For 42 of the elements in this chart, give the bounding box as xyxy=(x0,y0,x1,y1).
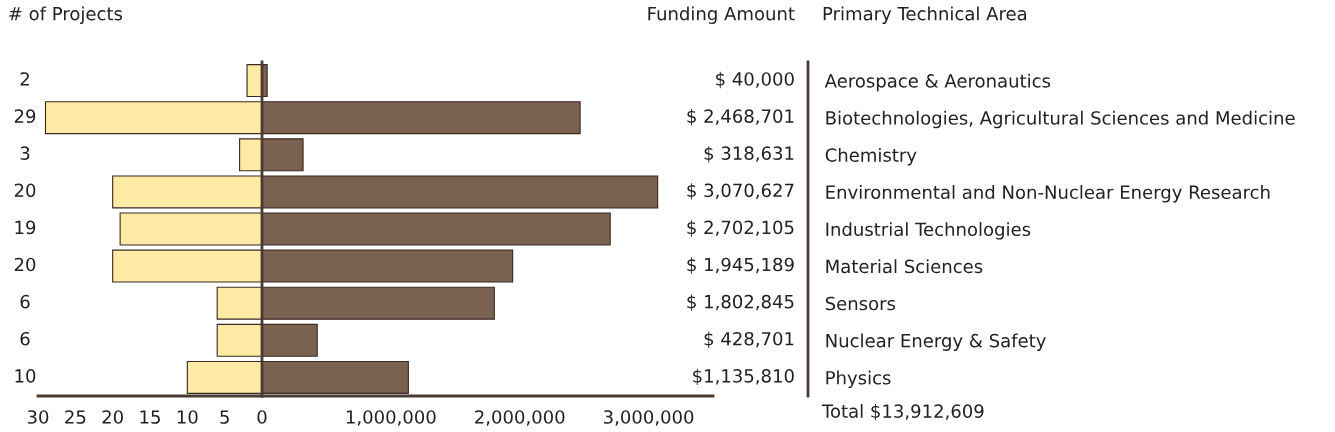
data-label: $ 40,000 xyxy=(716,71,794,89)
y-tick-label: Nuclear Energy & Safety xyxy=(826,333,1046,351)
x-tick-label: 5 xyxy=(220,410,229,424)
data-label: 6 xyxy=(20,294,30,309)
data-label: 2 xyxy=(20,72,29,86)
y-tick-label: Aerospace & Aeronautics xyxy=(824,73,1051,92)
data-label: 3 xyxy=(20,146,30,161)
y-tick-label: Biotechnologies, Agricultural Sciences and Medicine xyxy=(826,110,1295,129)
text: Total $13,912,609 xyxy=(821,403,984,421)
x-tick-label: 1,000,000 xyxy=(346,410,436,426)
x-tick-label: 30 xyxy=(27,410,49,424)
data-label: 20 xyxy=(14,257,36,272)
data-label: $ 3,070,627 xyxy=(687,183,794,200)
x-axis-title: # of Projects xyxy=(9,6,123,24)
x-tick-label: 3,000,000 xyxy=(604,410,694,426)
x-tick-label: 2,000,000 xyxy=(475,410,565,426)
y-axis-title: Primary Technical Area xyxy=(823,6,1027,24)
x-tick-label: 20 xyxy=(102,410,123,424)
bar xyxy=(216,286,262,320)
y-tick-label: Sensors xyxy=(825,296,896,311)
x-tick-label: 10 xyxy=(177,410,198,424)
data-label: 10 xyxy=(15,369,36,383)
data-label: $1,135,810 xyxy=(693,368,794,386)
data-label: $ 2,702,105 xyxy=(687,220,794,237)
x-axis-title: Funding Amount xyxy=(648,6,795,24)
data-label: $ 1,945,189 xyxy=(687,257,794,274)
data-label: 6 xyxy=(20,331,30,346)
x-tick-label: 15 xyxy=(140,410,160,424)
y-tick-label: Physics xyxy=(826,370,891,389)
y-tick-label: Material Sciences xyxy=(826,259,983,274)
x-tick-label: 25 xyxy=(65,410,86,424)
data-label: $ 1,802,845 xyxy=(687,294,794,311)
x-tick-label: 0 xyxy=(257,410,267,424)
y-tick-label: Industrial Technologies xyxy=(826,222,1031,240)
y-tick-label: Environmental and Non-Nuclear Energy Research xyxy=(826,185,1270,203)
data-label: 19 xyxy=(15,220,36,235)
data-label: $ 2,468,701 xyxy=(687,108,794,126)
data-label: $ 428,701 xyxy=(704,331,794,348)
data-label: $ 318,631 xyxy=(704,146,794,163)
data-label: 20 xyxy=(14,183,36,198)
data-label: 29 xyxy=(14,109,36,123)
y-tick-label: Chemistry xyxy=(825,147,917,166)
